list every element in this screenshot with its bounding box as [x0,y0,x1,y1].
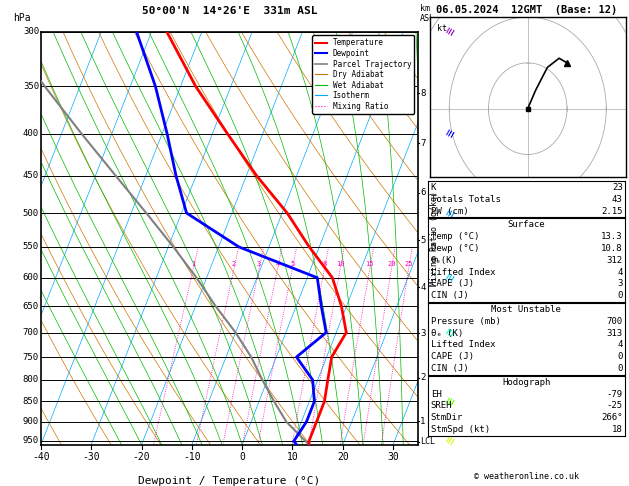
Text: -25: -25 [606,401,623,411]
Text: 10: 10 [336,260,345,267]
Text: 7: 7 [420,139,426,148]
Text: 500: 500 [23,208,39,218]
Text: 25: 25 [404,260,413,267]
Text: 266°: 266° [601,413,623,422]
Text: PW (cm): PW (cm) [431,207,469,216]
Text: 8: 8 [420,89,426,98]
Text: 4: 4 [420,283,426,292]
Text: 550: 550 [23,243,39,251]
Text: 20: 20 [387,260,396,267]
Text: 5: 5 [420,236,426,245]
Text: Lifted Index: Lifted Index [431,340,496,349]
Text: Most Unstable: Most Unstable [491,305,561,314]
Text: © weatheronline.co.uk: © weatheronline.co.uk [474,472,579,481]
Text: 15: 15 [365,260,374,267]
Text: -30: -30 [82,452,100,462]
Text: θₑ(K): θₑ(K) [431,256,458,265]
Text: CAPE (J): CAPE (J) [431,352,474,362]
Text: ≡: ≡ [443,434,459,448]
Text: -20: -20 [133,452,150,462]
Text: -40: -40 [32,452,50,462]
Text: kt: kt [437,24,447,33]
Text: 0: 0 [239,452,245,462]
Text: Lifted Index: Lifted Index [431,267,496,277]
Text: LCL: LCL [420,437,435,446]
Text: 1: 1 [191,260,196,267]
Text: Totals Totals: Totals Totals [431,194,501,204]
Text: 23: 23 [612,183,623,192]
Text: ≡: ≡ [443,25,459,38]
Text: 3: 3 [257,260,261,267]
Text: 800: 800 [23,376,39,384]
Text: 450: 450 [23,171,39,180]
Text: 10: 10 [287,452,298,462]
Text: θₑ (K): θₑ (K) [431,329,463,338]
Text: Mixing Ratio (g/kg): Mixing Ratio (g/kg) [430,191,438,286]
Text: 2: 2 [420,373,426,382]
Text: SREH: SREH [431,401,452,411]
Text: 850: 850 [23,397,39,406]
Text: StmSpd (kt): StmSpd (kt) [431,425,490,434]
Text: 20: 20 [337,452,348,462]
Text: 300: 300 [23,27,39,36]
Text: ≡: ≡ [443,326,459,339]
Text: K: K [431,183,437,192]
Text: 0: 0 [617,352,623,362]
Text: 750: 750 [23,352,39,362]
Text: 30: 30 [387,452,399,462]
Text: 350: 350 [23,82,39,91]
Text: hPa: hPa [13,13,31,23]
Text: ≡: ≡ [443,395,459,408]
Text: Surface: Surface [508,220,545,229]
Legend: Temperature, Dewpoint, Parcel Trajectory, Dry Adiabat, Wet Adiabat, Isotherm, Mi: Temperature, Dewpoint, Parcel Trajectory… [312,35,415,114]
Text: 6: 6 [420,188,426,197]
Text: StmDir: StmDir [431,413,463,422]
Text: 650: 650 [23,302,39,311]
Text: CIN (J): CIN (J) [431,291,469,300]
Text: 400: 400 [23,129,39,138]
Text: 4: 4 [617,267,623,277]
Text: Hodograph: Hodograph [502,378,550,387]
Text: ≡: ≡ [443,127,459,140]
Text: 3: 3 [617,279,623,289]
Text: 900: 900 [23,417,39,426]
Text: 2.15: 2.15 [601,207,623,216]
Text: 4: 4 [617,340,623,349]
Text: 5: 5 [290,260,294,267]
Text: 0: 0 [617,364,623,373]
Text: 312: 312 [606,256,623,265]
Text: -10: -10 [183,452,201,462]
Text: 1: 1 [420,417,426,426]
Text: ≡: ≡ [443,207,459,220]
Text: CIN (J): CIN (J) [431,364,469,373]
Text: 3: 3 [420,329,426,337]
Text: 313: 313 [606,329,623,338]
Text: 600: 600 [23,273,39,282]
Text: 950: 950 [23,436,39,446]
Text: Temp (°C): Temp (°C) [431,232,479,241]
Text: 8: 8 [322,260,326,267]
Text: 10.8: 10.8 [601,243,623,253]
Text: 18: 18 [612,425,623,434]
Text: Dewpoint / Temperature (°C): Dewpoint / Temperature (°C) [138,476,321,486]
Text: CAPE (J): CAPE (J) [431,279,474,289]
Text: 2: 2 [232,260,236,267]
Text: 50°00'N  14°26'E  331m ASL: 50°00'N 14°26'E 331m ASL [142,5,318,16]
Text: Dewp (°C): Dewp (°C) [431,243,479,253]
Text: EH: EH [431,389,442,399]
Text: ≡: ≡ [443,271,459,284]
Text: 06.05.2024  12GMT  (Base: 12): 06.05.2024 12GMT (Base: 12) [435,5,617,15]
Text: 0: 0 [617,291,623,300]
Text: 700: 700 [606,316,623,326]
Text: -79: -79 [606,389,623,399]
Text: km
ASL: km ASL [420,4,435,23]
Text: 13.3: 13.3 [601,232,623,241]
Text: Pressure (mb): Pressure (mb) [431,316,501,326]
Text: 4: 4 [276,260,280,267]
Text: 700: 700 [23,328,39,337]
Text: 43: 43 [612,194,623,204]
